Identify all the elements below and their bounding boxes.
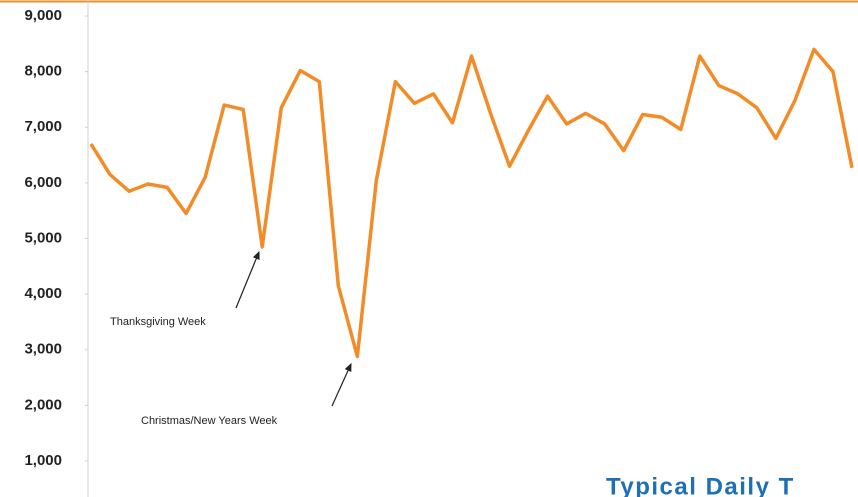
y-tick-label: 7,000 bbox=[24, 118, 62, 135]
y-tick-label: 9,000 bbox=[24, 7, 62, 24]
chart-title: Typical Daily T bbox=[606, 473, 795, 497]
annotation: Thanksgiving Week bbox=[110, 316, 206, 328]
y-tick-label: 8,000 bbox=[24, 63, 62, 80]
annotation: Christmas/New Years Week bbox=[141, 415, 278, 427]
annotation-arrow bbox=[235, 250, 260, 309]
y-tick-label: 5,000 bbox=[24, 229, 62, 246]
y-tick-label: 3,000 bbox=[24, 341, 62, 358]
y-tick-label: 6,000 bbox=[24, 174, 62, 191]
y-tick-label: 2,000 bbox=[24, 396, 62, 413]
y-tick-label: 1,000 bbox=[24, 452, 62, 469]
annotation-arrow bbox=[331, 362, 352, 407]
data-line bbox=[89, 47, 854, 359]
y-tick-label: 4,000 bbox=[24, 285, 62, 302]
